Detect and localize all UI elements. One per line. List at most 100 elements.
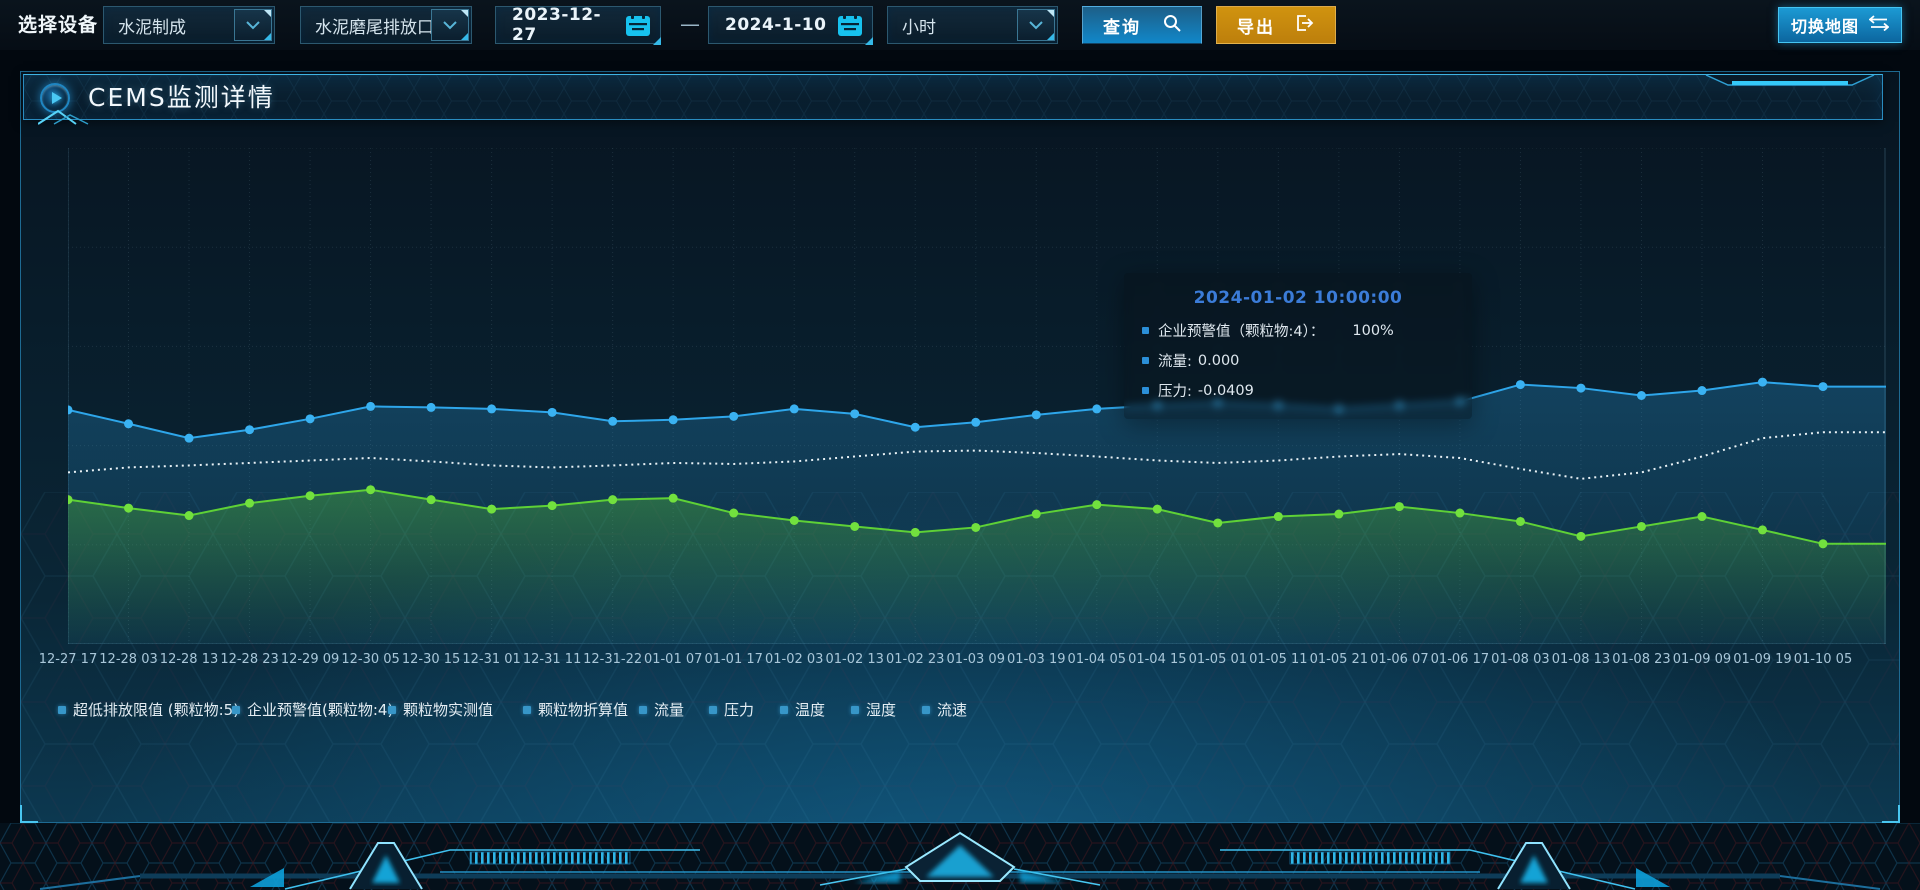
data-point[interactable] [971,522,981,532]
x-axis-label: 01-09 19 [1733,652,1792,667]
data-point[interactable] [305,491,315,501]
legend-item-3[interactable]: 颗粒物折算值 [523,699,628,720]
x-axis-label: 12-29 09 [280,652,340,667]
data-point[interactable] [910,527,920,537]
data-point[interactable] [1818,539,1828,549]
data-point[interactable] [1273,512,1283,522]
x-axis-label: 01-05 11 [1249,652,1308,667]
data-point[interactable] [184,511,194,521]
legend-item-1[interactable]: 企业预警值(颗粒物:4) [232,699,393,720]
tooltip-row: 企业预警值（颗粒物:4）： 100% [1142,320,1454,341]
legend-item-7[interactable]: 湿度 [851,699,896,720]
start-date-value: 2023-12-27 [512,5,602,45]
data-point[interactable] [1152,504,1162,514]
top-toolbar: 选择设备 水泥制成 水泥磨尾排放口 2023-12-27 — 2024-1-10… [0,0,1920,50]
legend-item-4[interactable]: 流量 [639,699,684,720]
series-marker-icon [1142,327,1149,334]
tooltip-value: 100% [1352,322,1394,339]
legend-item-6[interactable]: 温度 [780,699,825,720]
x-axis-label: 12-31 01 [462,652,521,667]
data-point[interactable] [1092,500,1102,510]
legend-item-5[interactable]: 压力 [709,699,754,720]
data-point[interactable] [1455,508,1465,518]
data-point[interactable] [426,495,436,505]
x-axis-label: 12-28 03 [99,652,158,667]
data-point[interactable] [487,504,497,514]
export-button[interactable]: 导出 [1216,6,1336,44]
x-axis-label: 12-30 05 [341,652,400,667]
data-point[interactable] [68,405,73,415]
data-point[interactable] [1576,383,1586,393]
start-date-input[interactable]: 2023-12-27 [495,5,661,45]
data-point[interactable] [1636,521,1646,531]
data-point[interactable] [668,415,678,425]
data-point[interactable] [426,402,436,412]
cems-line-chart[interactable] [68,148,1886,644]
legend-item-0[interactable]: 超低排放限值 (颗粒物:5) [58,699,239,720]
data-point[interactable] [729,508,739,518]
data-point[interactable] [1092,404,1102,414]
search-icon [1163,14,1181,37]
data-point[interactable] [1697,512,1707,522]
chevron-down-icon[interactable] [234,9,272,41]
chevron-down-icon[interactable] [1017,9,1055,41]
data-point[interactable] [124,503,134,513]
data-point[interactable] [608,416,618,426]
legend-item-2[interactable]: 颗粒物实测值 [388,699,493,720]
x-axis-label: 01-10 05 [1793,652,1853,667]
data-point[interactable] [1213,518,1223,528]
calendar-icon[interactable] [828,8,873,45]
data-point[interactable] [1818,382,1828,392]
export-button-label: 导出 [1237,17,1275,38]
switch-map-button[interactable]: 切换地图 [1778,7,1902,43]
data-point[interactable] [68,495,73,505]
data-point[interactable] [547,501,557,511]
calendar-icon[interactable] [616,8,661,45]
end-date-input[interactable]: 2024-1-10 [708,6,873,45]
data-point[interactable] [1334,509,1344,519]
data-point[interactable] [1576,531,1586,541]
data-point[interactable] [1031,410,1041,420]
legend-marker-icon [523,705,531,714]
data-point[interactable] [487,404,497,414]
chevron-down-icon[interactable] [431,9,469,41]
data-point[interactable] [124,419,134,429]
data-point[interactable] [1515,516,1525,526]
data-point[interactable] [245,498,255,508]
data-point[interactable] [1757,377,1767,387]
data-point[interactable] [1757,525,1767,535]
export-icon [1296,14,1315,37]
data-point[interactable] [547,407,557,417]
data-point[interactable] [366,401,376,411]
data-point[interactable] [910,422,920,432]
data-point[interactable] [1636,391,1646,401]
legend-label: 流量 [654,701,685,719]
x-axis-label: 01-04 15 [1128,652,1187,667]
x-axis-label: 12-28 13 [159,652,219,667]
data-point[interactable] [971,417,981,427]
data-point[interactable] [366,485,376,495]
data-point[interactable] [1394,502,1404,512]
data-point[interactable] [789,404,799,414]
data-point[interactable] [1697,386,1707,396]
device-select[interactable]: 水泥制成 [103,6,275,44]
data-point[interactable] [245,425,255,435]
data-point[interactable] [1031,509,1041,519]
data-point[interactable] [850,409,860,419]
data-point[interactable] [305,414,315,424]
x-axis-label: 01-05 01 [1188,652,1248,667]
data-point[interactable] [789,515,799,525]
data-point[interactable] [668,493,678,503]
device-label: 选择设备 [18,14,99,36]
data-point[interactable] [1515,380,1525,390]
data-point[interactable] [184,433,194,443]
data-point[interactable] [850,521,860,531]
query-button[interactable]: 查询 [1082,6,1202,44]
x-axis-label: 01-02 03 [764,652,824,667]
data-point[interactable] [729,411,739,421]
outlet-select-value: 水泥磨尾排放口 [315,17,431,38]
interval-select[interactable]: 小时 [887,6,1058,44]
legend-item-8[interactable]: 流速 [922,699,967,720]
data-point[interactable] [608,495,618,505]
outlet-select[interactable]: 水泥磨尾排放口 [300,6,472,44]
